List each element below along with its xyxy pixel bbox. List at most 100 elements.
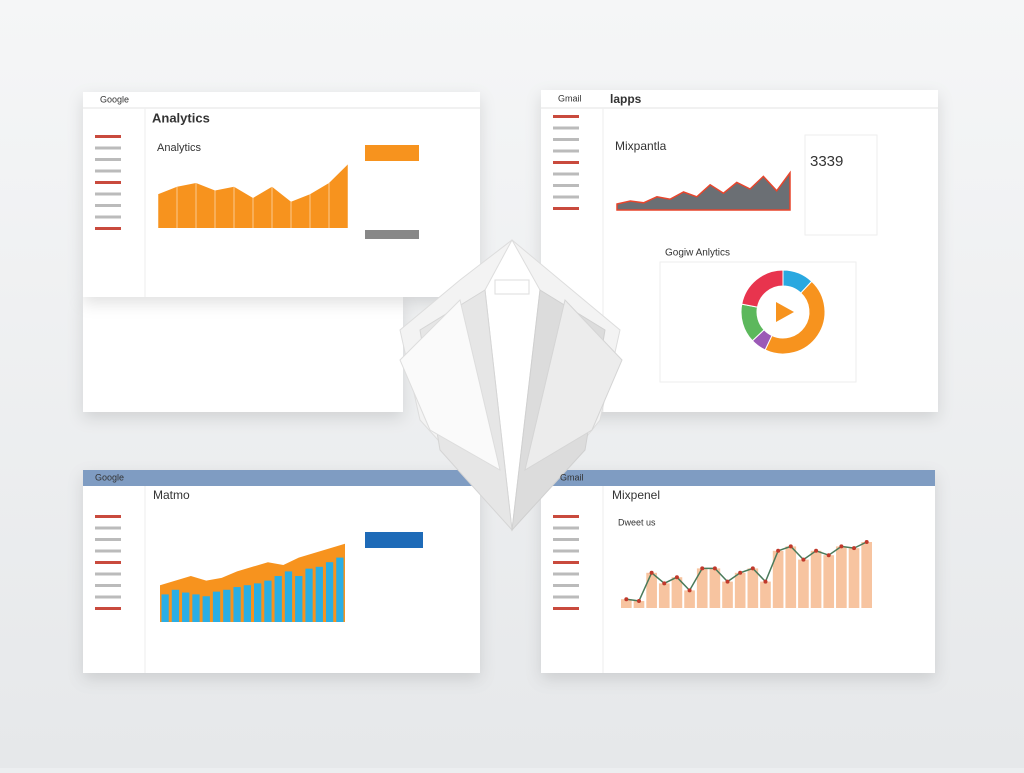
bar: [621, 599, 632, 608]
nav-item: [95, 158, 121, 161]
nav-item: [553, 115, 579, 118]
nav-item: [95, 607, 121, 610]
bar: [709, 568, 721, 608]
bar: [722, 581, 733, 608]
point: [814, 548, 819, 553]
point: [839, 544, 844, 549]
bar: [658, 583, 670, 608]
point: [649, 570, 654, 575]
nav-item: [95, 526, 121, 530]
nav-item: [95, 549, 121, 553]
nav-item: [553, 126, 579, 130]
nav-item: [553, 515, 579, 518]
bar: [848, 548, 860, 608]
point: [700, 566, 705, 571]
nav-item: [553, 549, 579, 553]
bar: [171, 589, 180, 622]
bar: [633, 600, 645, 608]
card: [804, 134, 878, 236]
pie-slice: [741, 269, 784, 308]
bar: [212, 591, 221, 622]
point: [826, 553, 831, 558]
point: [738, 570, 743, 575]
nav-item: [95, 561, 121, 564]
nav-item: [553, 184, 579, 187]
bar: [760, 581, 771, 608]
bar: [295, 576, 303, 622]
window-title: Mixpenel: [612, 488, 660, 502]
point: [712, 566, 717, 571]
brand: Google: [100, 94, 129, 104]
point: [776, 548, 781, 553]
point: [750, 566, 755, 571]
nav-item: [95, 192, 121, 196]
bar: [785, 546, 797, 608]
chart-title: Mixpantla: [615, 139, 667, 153]
nav-item: [95, 135, 121, 138]
area: [616, 170, 791, 211]
nav-item: [553, 161, 579, 164]
point: [864, 540, 869, 544]
bar: [861, 542, 872, 608]
nav-item: [95, 572, 121, 576]
nav-item: [95, 538, 121, 541]
bar: [315, 566, 323, 622]
title-bar: [541, 470, 935, 486]
nav-item: [553, 538, 579, 541]
card: [365, 532, 423, 548]
nav-item: [553, 572, 579, 576]
bar: [161, 594, 169, 622]
bar: [223, 589, 231, 622]
window-title: Matmo: [153, 488, 190, 502]
bar: [336, 557, 344, 622]
point: [687, 588, 692, 593]
bar: [823, 555, 835, 608]
point: [662, 581, 667, 586]
origami: [399, 238, 623, 532]
point: [674, 575, 679, 580]
nav-item: [95, 515, 121, 518]
nav-item: [95, 204, 121, 207]
bar: [305, 568, 313, 622]
nav-item: [95, 169, 121, 173]
chart-title: Dweet us: [618, 517, 656, 527]
window-title: Analytics: [152, 110, 210, 125]
window-title: lapps: [610, 92, 642, 106]
kpi: 3339: [810, 153, 843, 170]
bar: [325, 562, 334, 622]
nav-item: [553, 561, 579, 564]
area: [158, 164, 348, 228]
brand: Google: [95, 472, 124, 482]
bar: [671, 577, 683, 608]
bar: [684, 590, 695, 608]
bar: [284, 571, 293, 622]
nav-item: [95, 227, 121, 230]
bar: [646, 572, 657, 608]
brand: Gmail: [560, 472, 584, 482]
card: [365, 145, 419, 161]
card: [659, 261, 857, 383]
point: [852, 546, 857, 551]
chart-title: Gogiw Anlytics: [665, 248, 730, 259]
point: [624, 597, 629, 602]
nav-item: [553, 207, 579, 210]
bar: [264, 580, 272, 622]
bar: [734, 572, 746, 608]
nav-item: [553, 526, 579, 530]
button[interactable]: [365, 230, 419, 239]
bar: [202, 596, 210, 622]
nav-item: [553, 195, 579, 199]
nav-item: [553, 607, 579, 610]
panel: [83, 297, 403, 412]
nav-item: [95, 595, 121, 599]
bar: [192, 594, 200, 622]
nav-item: [553, 172, 579, 176]
point: [788, 544, 793, 549]
chart-title: Analytics: [157, 142, 202, 154]
nav-item: [95, 215, 121, 219]
bar: [254, 583, 262, 622]
bar: [836, 546, 847, 608]
bar: [182, 592, 190, 622]
nav-item: [553, 595, 579, 599]
